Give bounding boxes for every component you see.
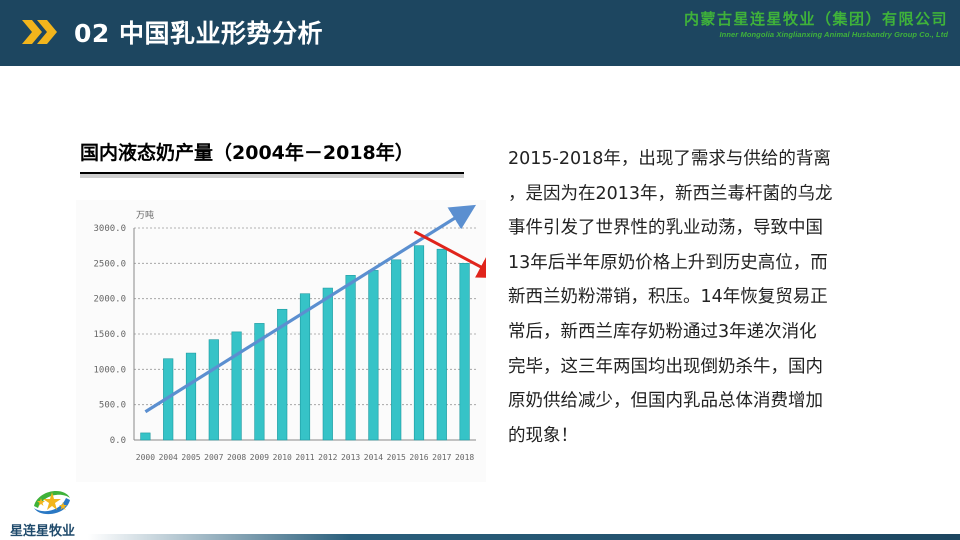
x-tick-label: 2018	[455, 453, 474, 462]
bottom-decoration-bar	[88, 534, 960, 540]
y-tick-label: 1000.0	[93, 365, 126, 375]
trend-down-arrow	[413, 230, 486, 279]
y-unit-label: 万吨	[136, 209, 154, 221]
chart-bar	[436, 248, 447, 441]
paragraph-line: 的现象！	[508, 425, 578, 446]
x-tick-label: 2004	[159, 453, 178, 462]
trend-up-arrow	[144, 204, 477, 414]
chart-bar	[140, 432, 151, 441]
x-tick-label: 2012	[318, 453, 337, 462]
star-logo-icon	[34, 491, 70, 515]
y-tick-label: 2000.0	[93, 295, 126, 305]
chart-bar	[208, 339, 219, 441]
company-name-cn: 内蒙古星连星牧业（集团）有限公司	[683, 10, 948, 28]
x-tick-label: 2009	[250, 453, 269, 462]
x-tick-label: 2000	[136, 453, 155, 462]
x-tick-label: 2005	[181, 453, 200, 462]
chart-bar	[345, 275, 356, 441]
x-tick-label: 2007	[204, 453, 223, 462]
slide-title: 02 中国乳业形势分析	[74, 19, 323, 48]
y-tick-label: 1500.0	[93, 330, 126, 340]
paragraph-line: 原奶供给减少，但国内乳品总体消费增加	[508, 391, 823, 412]
x-tick-label: 2017	[432, 453, 451, 462]
chart-svg: 万吨 0.0 500.0 1000.0 1500.0 2000.0 2500.0 3000.0…	[93, 204, 486, 462]
y-tick-label: 500.0	[99, 401, 126, 411]
paragraph-line: 新西兰奶粉滞销，积压。14年恢复贸易正	[508, 287, 828, 308]
analysis-paragraph: 2015-2018年，出现了需求与供给的背离 ，是因为在2013年，新西兰毒杆菌…	[508, 142, 888, 453]
y-tick-label: 0.0	[110, 436, 126, 446]
x-tick-label: 2010	[273, 453, 292, 462]
x-tick-label: 2008	[227, 453, 246, 462]
chart-bar	[322, 287, 333, 441]
x-tick-label: 2013	[341, 453, 360, 462]
paragraph-line: 2015-2018年，出现了需求与供给的背离	[508, 149, 831, 169]
company-name-en: Inner Mongolia Xinglianxing Animal Husba…	[719, 30, 948, 39]
paragraph-line: ，是因为在2013年，新西兰毒杆菌的乌龙	[508, 183, 833, 204]
paragraph-line: 事件引发了世界性的乳业动荡，导致中国	[508, 218, 823, 239]
heading-underline	[80, 172, 464, 178]
section-heading: 国内液态奶产量（2004年－2018年）	[80, 142, 414, 164]
x-tick-label: 2014	[364, 453, 383, 462]
company-logo: 星连星牧业	[10, 482, 90, 540]
header-bar: 02 中国乳业形势分析 内蒙古星连星牧业（集团）有限公司 Inner Mongo…	[0, 0, 960, 66]
x-tick-label: 2015	[387, 453, 406, 462]
paragraph-line: 常后，新西兰库存奶粉通过3年递次消化	[508, 321, 817, 342]
paragraph-line: 完毕，这三年两国均出现倒奶杀牛，国内	[508, 356, 823, 377]
chart-bar	[368, 270, 379, 441]
chart-bar	[277, 308, 288, 441]
logo-text: 星连星牧业	[10, 524, 76, 539]
paragraph-line: 13年后半年原奶价格上升到历史高位，而	[508, 252, 828, 273]
chart-bar	[299, 293, 311, 441]
chart-bar	[391, 259, 402, 441]
chart-bar	[413, 245, 425, 441]
chart-bar	[254, 323, 265, 441]
y-tick-label: 2500.0	[93, 259, 126, 269]
chart-bar	[231, 331, 242, 441]
chart-bar	[185, 352, 197, 441]
double-chevron-icon	[22, 20, 57, 44]
x-tick-label: 2016	[409, 453, 428, 462]
y-tick-label: 3000.0	[93, 224, 126, 234]
x-tick-label: 2011	[295, 453, 314, 462]
chart-bar	[459, 263, 470, 441]
milk-production-chart: 万吨 0.0 500.0 1000.0 1500.0 2000.0 2500.0 3000.0…	[76, 200, 486, 482]
